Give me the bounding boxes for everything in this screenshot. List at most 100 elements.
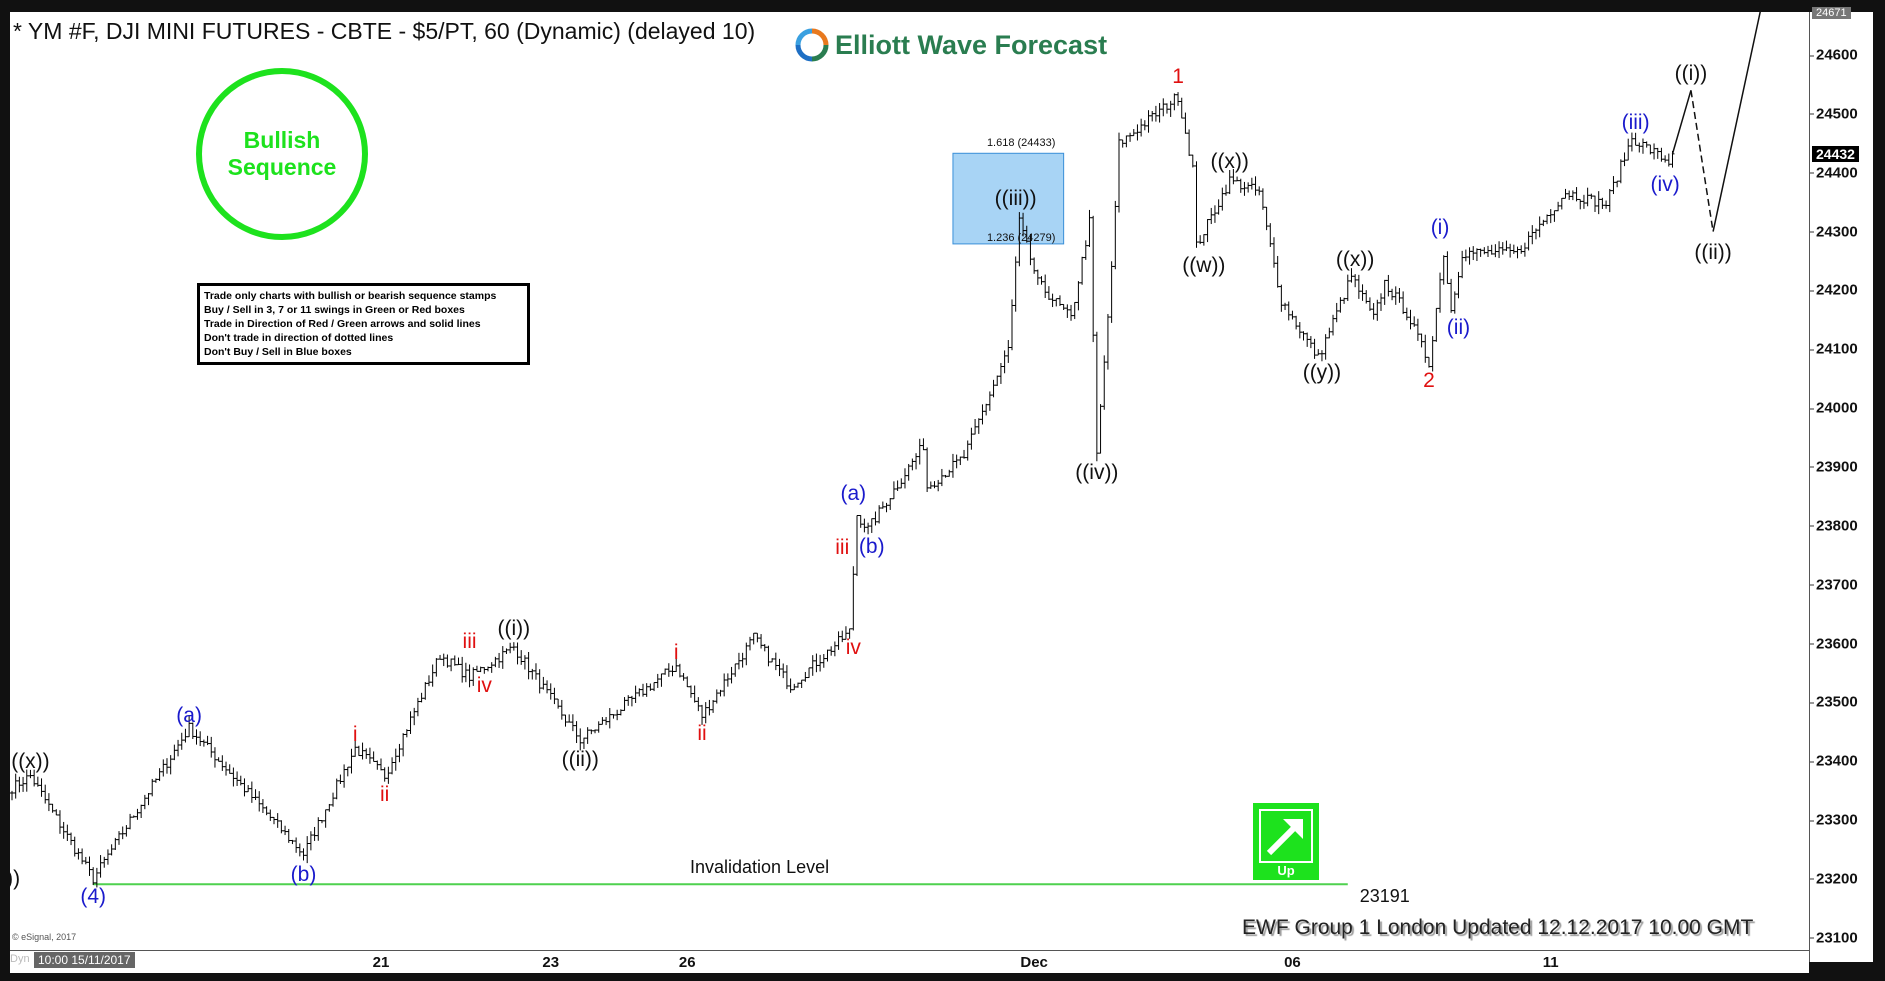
chart-title: * YM #F, DJI MINI FUTURES - CBTE - $5/PT…: [13, 18, 756, 44]
ohlc-bar: [35, 776, 40, 787]
ohlc-bar: [526, 651, 531, 680]
ohlc-bar: [231, 767, 236, 787]
y-tick-label: 24000: [1810, 399, 1858, 417]
ohlc-bar: [290, 839, 295, 845]
ohlc-bar: [32, 769, 37, 787]
ohlc-bar: [987, 391, 992, 411]
date-axis[interactable]: Dyn 10:00 15/11/2017 21 23 26 Dec 06 11: [10, 950, 1809, 973]
ohlc-bar: [1046, 286, 1051, 300]
ohlc-bar: [1319, 350, 1324, 362]
ohlc-bar: [1117, 132, 1121, 213]
ohlc-bar: [1002, 350, 1007, 374]
ohlc-bar: [685, 676, 690, 688]
high-price-marker: 24671: [1812, 7, 1851, 20]
ohlc-bar: [124, 825, 129, 837]
ohlc-bar: [1397, 287, 1402, 303]
ohlc-bar: [1452, 291, 1457, 314]
ohlc-bar: [65, 824, 70, 841]
ohlc-bar: [825, 649, 830, 662]
ohlc-bar: [212, 747, 217, 768]
ohlc-bar: [707, 699, 712, 716]
ohlc-bar: [1098, 404, 1103, 454]
ohlc-bar: [1028, 233, 1033, 266]
ohlc-bar: [1279, 284, 1284, 312]
ohlc-bar: [305, 836, 310, 864]
ohlc-bar: [257, 791, 262, 812]
ohlc-bar: [593, 729, 598, 734]
ohlc-bar: [1353, 274, 1358, 288]
ohlc-bar: [194, 729, 199, 745]
ohlc-bar: [1419, 333, 1424, 348]
ohlc-bar: [1615, 180, 1620, 188]
wave-label: iii: [462, 630, 477, 654]
ohlc-bar: [781, 663, 786, 679]
ohlc-bar: [508, 642, 513, 654]
wave-label: ii: [380, 783, 390, 807]
projection-path-segment: [1712, 12, 1761, 232]
ohlc-bar: [1187, 129, 1192, 156]
ohlc-bar: [1460, 250, 1465, 279]
ohlc-bar: [995, 375, 1000, 386]
ohlc-bar: [1094, 331, 1099, 462]
ohlc-bar: [312, 826, 317, 841]
ohlc-bar: [1264, 206, 1269, 231]
ohlc-bar: [1449, 278, 1454, 313]
ohlc-bar: [423, 681, 428, 700]
ohlc-bar: [249, 781, 254, 803]
logo: Elliott Wave Forecast: [795, 28, 1107, 62]
ohlc-bar: [740, 652, 745, 668]
ohlc-bar: [980, 404, 985, 425]
ohlc-bar: [390, 757, 395, 775]
wave-label: (b): [290, 862, 317, 886]
y-tick-label: 24100: [1810, 340, 1858, 358]
ohlc-bar: [644, 683, 649, 697]
y-tick-label: 24400: [1810, 164, 1858, 182]
ohlc-bar: [733, 663, 738, 677]
rule-line: Buy / Sell in 3, 7 or 11 swings in Green…: [204, 304, 465, 316]
stamp-line2: Sequence: [227, 154, 337, 180]
ohlc-bar: [1153, 105, 1158, 122]
ohlc-bar: [1386, 274, 1391, 297]
ohlc-bar: [522, 655, 527, 670]
y-tick-label: 23600: [1810, 635, 1858, 652]
ohlc-bar: [504, 648, 509, 654]
ohlc-bar: [467, 664, 472, 688]
ohlc-bar: [1105, 313, 1110, 370]
ohlc-bar: [1076, 281, 1081, 311]
ohlc-bar: [1334, 302, 1339, 323]
ohlc-bar: [869, 518, 874, 533]
ohlc-bar: [906, 463, 911, 481]
y-tick-label: 24300: [1810, 223, 1858, 241]
ohlc-bar: [286, 828, 291, 843]
wave-label: iv: [845, 636, 861, 660]
ohlc-bar: [1235, 176, 1240, 182]
ohlc-bar: [578, 728, 583, 751]
y-tick-label: 23900: [1810, 458, 1858, 476]
ohlc-bar: [939, 468, 944, 487]
ohlc-bar: [500, 646, 505, 669]
ohlc-bar: [150, 778, 155, 797]
ohlc-bar: [1083, 240, 1088, 260]
ohlc-bar: [356, 745, 361, 757]
ohlc-bar: [1659, 147, 1664, 162]
ohlc-bar: [1640, 138, 1645, 154]
price-chart-plot[interactable]: * YM #F, DJI MINI FUTURES - CBTE - $5/PT…: [10, 12, 1809, 950]
ohlc-bar: [1530, 225, 1535, 245]
ohlc-bar: [973, 418, 978, 435]
ohlc-bar: [386, 766, 391, 784]
price-axis[interactable]: 24600 24500 24400 24300 24200 24100 24000 23900…: [1809, 7, 1873, 962]
ohlc-bar: [559, 699, 564, 720]
ohlc-bar: [818, 654, 823, 672]
ohlc-bar: [1559, 197, 1564, 210]
ohlc-bar: [153, 778, 158, 783]
ohlc-bar: [1338, 297, 1343, 313]
ohlc-bar: [711, 700, 716, 713]
ohlc-bar: [1246, 182, 1251, 193]
ohlc-bar: [220, 755, 225, 771]
ohlc-bar: [342, 764, 347, 788]
ohlc-bar: [412, 707, 417, 726]
ohlc-bar: [1260, 188, 1265, 210]
ohlc-bar: [770, 658, 775, 663]
ohlc-bar: [803, 671, 808, 682]
